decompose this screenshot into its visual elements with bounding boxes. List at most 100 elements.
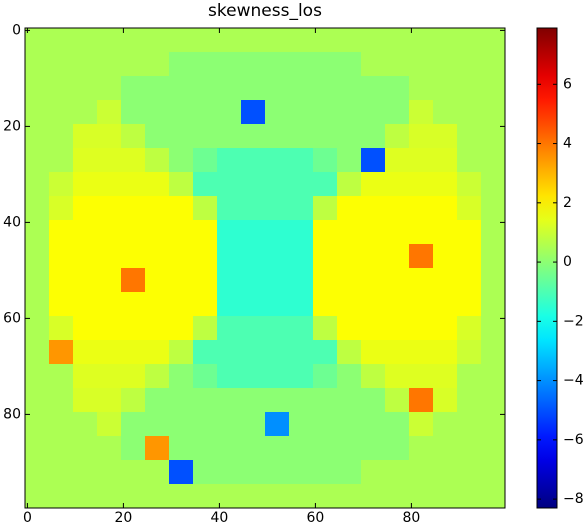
heatmap-cell bbox=[385, 460, 410, 485]
heatmap-cell bbox=[313, 196, 338, 221]
heatmap-cell bbox=[457, 196, 482, 221]
heatmap-cell bbox=[385, 292, 410, 317]
heatmap-cell bbox=[313, 220, 338, 245]
heatmap-cell bbox=[481, 76, 506, 101]
heatmap-cell bbox=[169, 460, 194, 485]
heatmap-cell bbox=[169, 76, 194, 101]
heatmap-cell bbox=[97, 268, 122, 293]
heatmap-cell bbox=[337, 340, 362, 365]
heatmap-cell bbox=[289, 388, 314, 413]
heatmap-cell bbox=[49, 388, 74, 413]
heatmap-cell bbox=[481, 484, 506, 509]
heatmap-cell bbox=[337, 244, 362, 269]
heatmap-cell bbox=[313, 460, 338, 485]
heatmap-cell bbox=[121, 340, 146, 365]
heatmap-cell bbox=[121, 76, 146, 101]
heatmap-cell bbox=[265, 220, 290, 245]
heatmap-cell bbox=[193, 460, 218, 485]
heatmap-cell bbox=[313, 340, 338, 365]
heatmap-cell bbox=[145, 172, 170, 197]
heatmap-cell bbox=[217, 244, 242, 269]
heatmap-cell bbox=[25, 172, 50, 197]
heatmap-cell bbox=[217, 220, 242, 245]
heatmap-cell bbox=[265, 340, 290, 365]
heatmap-cell bbox=[97, 76, 122, 101]
colorbar-tick-label: 4 bbox=[563, 136, 572, 152]
heatmap-cell bbox=[73, 220, 98, 245]
heatmap-cell bbox=[73, 484, 98, 509]
heatmap-cell bbox=[193, 52, 218, 77]
heatmap-cell bbox=[385, 196, 410, 221]
heatmap-cell bbox=[241, 340, 266, 365]
heatmap-cell bbox=[193, 436, 218, 461]
heatmap-cell bbox=[265, 292, 290, 317]
heatmap-cell bbox=[169, 52, 194, 77]
heatmap-cell bbox=[361, 484, 386, 509]
heatmap-cell bbox=[361, 148, 386, 173]
heatmap-cell bbox=[73, 28, 98, 53]
heatmap-cell bbox=[433, 268, 458, 293]
heatmap-cell bbox=[337, 148, 362, 173]
heatmap-cell bbox=[385, 364, 410, 389]
heatmap-cell bbox=[409, 364, 434, 389]
heatmap-cell bbox=[169, 484, 194, 509]
heatmap-cell bbox=[409, 100, 434, 125]
heatmap-cell bbox=[145, 268, 170, 293]
heatmap-cell bbox=[361, 244, 386, 269]
heatmap-cell bbox=[97, 148, 122, 173]
x-tick-label: 0 bbox=[23, 510, 32, 524]
heatmap-cell bbox=[193, 100, 218, 125]
heatmap-cell bbox=[169, 292, 194, 317]
heatmap-cell bbox=[193, 484, 218, 509]
heatmap-cell bbox=[289, 316, 314, 341]
heatmap-cell bbox=[97, 388, 122, 413]
heatmap-cell bbox=[25, 220, 50, 245]
heatmap-cell bbox=[433, 316, 458, 341]
heatmap-cell bbox=[433, 172, 458, 197]
heatmap-cell bbox=[265, 76, 290, 101]
heatmap-cell bbox=[337, 220, 362, 245]
heatmap-cell bbox=[121, 412, 146, 437]
heatmap-cell bbox=[457, 484, 482, 509]
heatmap-cell bbox=[433, 52, 458, 77]
heatmap-cell bbox=[433, 124, 458, 149]
heatmap-cell bbox=[409, 484, 434, 509]
heatmap-cell bbox=[289, 52, 314, 77]
heatmap-cell bbox=[193, 220, 218, 245]
heatmap-cell bbox=[193, 316, 218, 341]
heatmap-cell bbox=[217, 196, 242, 221]
heatmap-cell bbox=[457, 148, 482, 173]
heatmap-cell bbox=[337, 436, 362, 461]
heatmap-cell bbox=[289, 268, 314, 293]
heatmap-cell bbox=[337, 52, 362, 77]
heatmap-cell bbox=[193, 172, 218, 197]
heatmap-cell bbox=[73, 196, 98, 221]
heatmap-cell bbox=[313, 412, 338, 437]
heatmap-cell bbox=[337, 364, 362, 389]
heatmap-cell bbox=[385, 484, 410, 509]
heatmap-cell bbox=[193, 340, 218, 365]
heatmap-cell bbox=[241, 100, 266, 125]
heatmap-cell bbox=[313, 268, 338, 293]
heatmap-cell bbox=[481, 268, 506, 293]
heatmap-cell bbox=[217, 436, 242, 461]
heatmap-cell bbox=[457, 220, 482, 245]
heatmap-cell bbox=[145, 412, 170, 437]
heatmap-cell bbox=[361, 124, 386, 149]
heatmap-cell bbox=[361, 364, 386, 389]
heatmap-cell bbox=[289, 340, 314, 365]
heatmap-cell bbox=[361, 52, 386, 77]
heatmap-cell bbox=[145, 100, 170, 125]
heatmap-cell bbox=[217, 364, 242, 389]
heatmap-cell bbox=[337, 316, 362, 341]
heatmap-cell bbox=[265, 388, 290, 413]
heatmap-cell bbox=[241, 52, 266, 77]
heatmap-cell bbox=[193, 292, 218, 317]
heatmap-cell bbox=[217, 124, 242, 149]
heatmap-cell bbox=[73, 100, 98, 125]
heatmap-cell bbox=[289, 28, 314, 53]
heatmap-cell bbox=[457, 364, 482, 389]
heatmap-cell bbox=[241, 436, 266, 461]
heatmap-cell bbox=[433, 388, 458, 413]
heatmap-cell bbox=[289, 220, 314, 245]
